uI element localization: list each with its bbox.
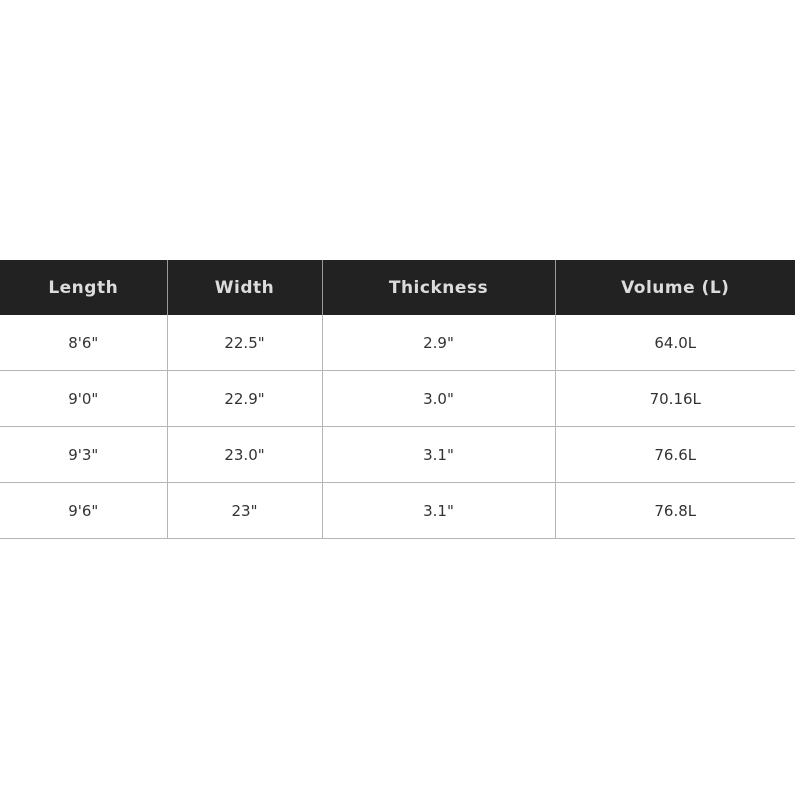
table-row: 9'3" 23.0" 3.1" 76.6L — [0, 426, 795, 483]
cell-thickness: 2.9" — [322, 315, 556, 371]
table-row: 9'0" 22.9" 3.0" 70.16L — [0, 370, 795, 427]
cell-width: 22.5" — [167, 315, 323, 371]
table-header-row: Length Width Thickness Volume (L) — [0, 260, 795, 315]
cell-width: 23.0" — [167, 426, 323, 483]
header-width: Width — [167, 260, 323, 315]
cell-volume: 64.0L — [555, 315, 795, 371]
table-row: 8'6" 22.5" 2.9" 64.0L — [0, 315, 795, 371]
cell-length: 9'3" — [0, 426, 168, 483]
dimensions-table: Length Width Thickness Volume (L) 8'6" 2… — [0, 260, 795, 539]
cell-width: 22.9" — [167, 370, 323, 427]
cell-thickness: 3.1" — [322, 482, 556, 539]
cell-length: 8'6" — [0, 315, 168, 371]
header-volume: Volume (L) — [555, 260, 795, 315]
header-length: Length — [0, 260, 168, 315]
cell-volume: 70.16L — [555, 370, 795, 427]
cell-volume: 76.6L — [555, 426, 795, 483]
cell-length: 9'6" — [0, 482, 168, 539]
header-thickness: Thickness — [322, 260, 556, 315]
cell-width: 23" — [167, 482, 323, 539]
cell-volume: 76.8L — [555, 482, 795, 539]
cell-thickness: 3.1" — [322, 426, 556, 483]
cell-length: 9'0" — [0, 370, 168, 427]
table-row: 9'6" 23" 3.1" 76.8L — [0, 482, 795, 539]
cell-thickness: 3.0" — [322, 370, 556, 427]
